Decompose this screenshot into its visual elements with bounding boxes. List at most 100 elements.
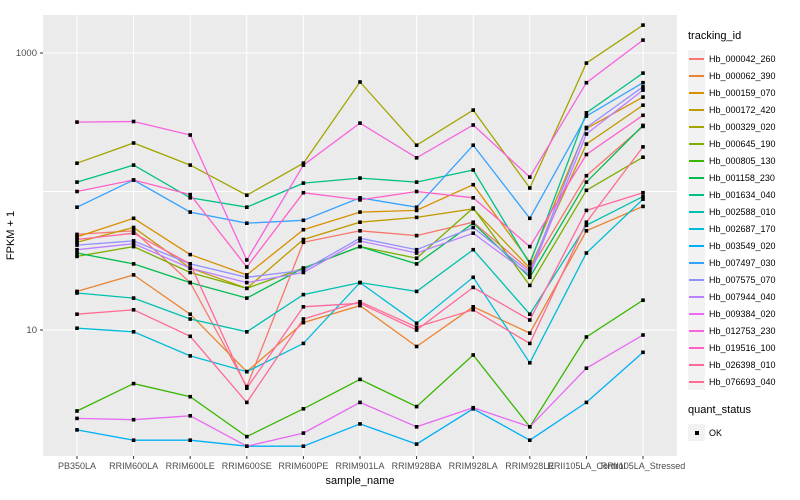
data-point [358,244,362,249]
data-point [245,205,249,209]
legend-item: Hb_026398_010 [688,356,798,373]
data-point [358,236,362,240]
data-point [471,308,475,312]
legend-item: Hb_001158_230 [688,169,798,186]
data-point [528,268,532,273]
data-point [75,235,79,239]
data-point [358,198,362,202]
x-axis-tick-label: RRIM600LE [166,461,215,471]
quant-status-key [688,424,705,441]
data-point [584,180,589,184]
data-point [584,132,589,136]
data-point [245,400,249,405]
data-point [471,123,475,127]
data-point [528,438,532,442]
data-point [471,225,475,230]
data-point [358,400,362,405]
data-point [188,270,192,275]
legend-key-icon [688,271,705,288]
data-point [301,190,306,195]
data-point [584,61,589,65]
data-point [414,404,419,409]
data-point [301,218,306,223]
data-point [584,125,589,130]
data-point [471,405,475,410]
data-point [641,350,645,355]
legend-item: Hb_001634_040 [688,186,798,203]
legend-item-label: Hb_000042_260 [709,53,776,64]
legend-key-icon [688,373,705,390]
data-point [131,178,136,182]
data-point [301,237,306,242]
legend-key-icon [688,84,705,101]
data-point [131,141,136,145]
legend-item-label: Hb_000645_190 [709,138,776,149]
data-point [528,244,532,249]
legend-line-swatch [689,143,704,145]
data-point [301,431,306,435]
data-point [245,265,249,269]
legend-line-swatch [689,381,704,383]
data-point [301,407,306,411]
data-point [245,273,249,277]
legend-item: Hb_007497_030 [688,254,798,271]
data-point [301,240,306,245]
legend-line-swatch [689,228,704,230]
data-point [584,111,589,115]
data-point [75,240,79,245]
legend-line-swatch [689,262,704,264]
data-point [414,289,419,294]
data-point [584,400,589,405]
data-point [471,196,475,200]
data-point [358,239,362,243]
data-point [471,108,475,112]
data-point [584,366,589,370]
x-axis-tick-label: RRIM901LA [335,461,384,471]
data-point [471,231,475,235]
data-point [414,156,419,160]
legend-item-label: Hb_007575_070 [709,274,776,285]
data-point [641,333,645,337]
data-point [131,244,136,249]
data-point [75,326,79,330]
data-point [414,189,419,194]
x-axis-tick-label: RRII105LA_Control [547,461,625,471]
data-point [528,186,532,190]
data-point [188,354,192,358]
x-axis-tick-label: RRIM600LA [109,461,158,471]
data-point [131,330,136,334]
data-point [188,262,192,266]
data-point [584,142,589,146]
data-point [584,251,589,255]
data-point [131,163,136,167]
data-point [471,221,475,225]
legend-key-icon [688,186,705,203]
data-point [358,176,362,180]
data-point [414,321,419,325]
legend-line-swatch [689,160,704,162]
legend-key-icon [688,305,705,322]
legend-line-swatch [689,245,704,247]
legend-title-tracking-id: tracking_id [688,30,742,42]
data-point [301,266,306,270]
legend-line-swatch [689,211,704,213]
data-point [528,262,532,266]
legend-key-icon [688,169,705,186]
data-point [584,188,589,193]
data-point [471,206,475,210]
y-axis-tick-label: 10 [26,325,37,336]
data-point [641,204,645,209]
data-point [75,189,79,194]
legend-line-swatch [689,313,704,315]
data-point [301,320,306,325]
legend-item-label: Hb_009384_020 [709,308,776,319]
data-point [641,95,645,99]
legend-line-swatch [689,126,704,128]
data-point [131,239,136,243]
data-point [358,280,362,285]
legend-key-icon [688,203,705,220]
data-point [188,133,192,137]
data-point [528,270,532,275]
data-point [131,119,136,124]
legend-item: Hb_007575_070 [688,271,798,288]
